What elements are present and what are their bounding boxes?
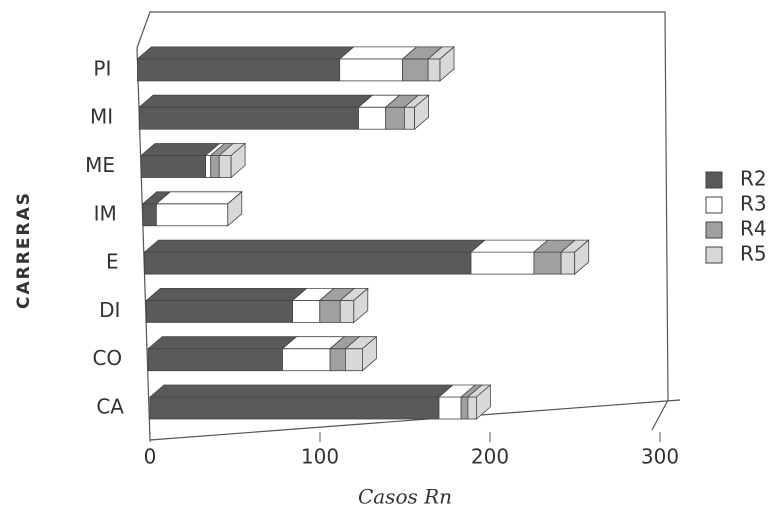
bar-top [138,94,374,108]
bar-segment [282,348,331,372]
legend-label: R5 [740,242,767,266]
x-tick-label: 200 [471,445,509,469]
y-tick-label: CO [92,346,122,370]
bar-top [148,384,455,398]
bar-segment [205,155,212,178]
bar-end [361,335,377,372]
bar-top [143,239,487,253]
x-tick-label: 300 [641,445,679,469]
bar-segment [292,299,321,323]
y-axis-label: CARRERAS [14,191,34,309]
bar-segment [438,396,462,420]
y-tick-label: IM [94,201,117,225]
legend-swatch [705,171,723,189]
bar-top [145,287,308,301]
x-tick-label: 100 [301,445,339,469]
bar-segment [427,58,441,82]
bar-segment [319,299,341,323]
bar-segment [329,348,346,372]
bar-segment [533,251,562,275]
bar-segment [560,251,576,275]
bar-segment [210,155,220,178]
bar-segment [402,58,429,82]
bar-segment [344,348,363,372]
bar-segment [142,203,157,227]
bar-segment [147,348,283,372]
bar-top [155,191,243,205]
bar-segment [467,396,477,420]
legend-label: R4 [740,217,767,241]
bar-segment [149,396,440,420]
bar-segment [144,251,472,275]
legend-swatch [705,221,723,239]
bar-segment [339,299,355,323]
x-tick-label: 0 [144,445,157,469]
y-tick-label: PI [93,56,111,80]
bar-end [574,239,590,275]
bar-segment [358,106,387,130]
bar-segment [460,396,469,420]
bar-end [439,46,455,82]
bar-end [414,94,430,131]
x-axis-label: Casos Rn [358,485,452,509]
bar-segment [470,251,535,275]
bar-segment [339,58,404,82]
bar-segment [403,106,415,130]
bar-end [475,384,491,420]
y-tick-label: CA [96,395,124,419]
legend-swatch [705,196,723,214]
bar-top [147,336,298,350]
legend-label: R2 [740,167,767,191]
bar-end [227,190,243,227]
back-wall [136,11,669,431]
bar-segment [145,299,293,323]
bar-segment [218,155,232,178]
bar-segment [140,155,206,178]
bar-segment [385,106,405,130]
bar-end [230,142,246,179]
legend-label: R3 [740,192,767,216]
y-tick-label: ME [85,153,115,177]
bar-segment [155,203,229,227]
floor-edge [149,399,681,441]
bar-end [353,287,369,324]
legend-swatch [705,246,723,264]
y-tick-label: E [106,250,119,274]
bar-segment [136,58,341,82]
bar-top [136,46,355,60]
y-tick-label: DI [99,298,120,322]
y-tick-label: MI [90,105,113,129]
bar-segment [138,106,359,130]
